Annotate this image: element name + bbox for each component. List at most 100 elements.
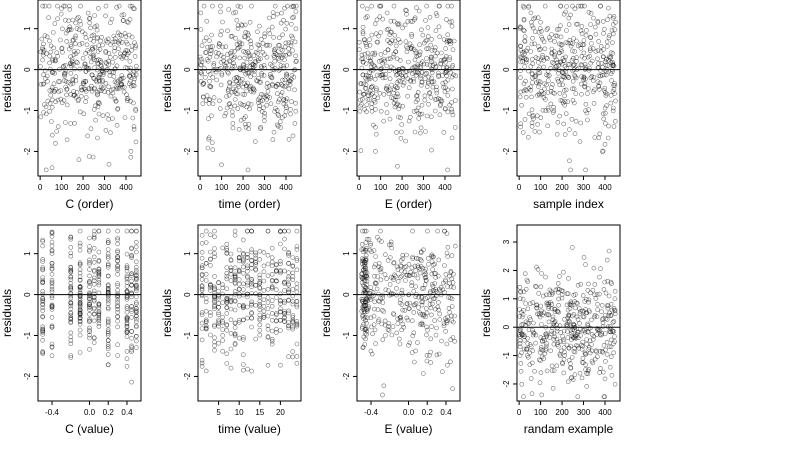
- data-point: [253, 282, 258, 288]
- data-point: [87, 249, 92, 254]
- data-point: [422, 275, 428, 281]
- data-point: [363, 248, 369, 253]
- data-point: [127, 72, 133, 78]
- data-point: [523, 78, 528, 84]
- data-point: [603, 359, 608, 364]
- x-tick-label: 100: [374, 183, 388, 192]
- data-point: [278, 317, 283, 323]
- data-point: [584, 371, 589, 376]
- data-point: [278, 270, 283, 276]
- data-point: [572, 299, 578, 304]
- data-point: [562, 99, 568, 104]
- data-point: [68, 291, 74, 297]
- data-point: [409, 280, 415, 286]
- data-point: [404, 272, 410, 278]
- data-point: [110, 116, 115, 121]
- data-point: [571, 312, 577, 317]
- data-point: [543, 274, 548, 280]
- data-point: [557, 82, 563, 88]
- data-point: [57, 37, 63, 43]
- data-point: [359, 3, 365, 9]
- data-point: [580, 355, 586, 361]
- data-point: [105, 337, 111, 343]
- data-point: [519, 314, 525, 320]
- data-point: [236, 317, 242, 323]
- data-point: [546, 319, 552, 325]
- data-point: [368, 324, 374, 330]
- data-point: [232, 273, 238, 278]
- data-point: [397, 103, 402, 108]
- data-point: [530, 300, 536, 305]
- data-point: [579, 24, 585, 29]
- data-point: [583, 351, 589, 357]
- data-point: [613, 98, 618, 104]
- data-point: [134, 324, 139, 330]
- data-point: [278, 47, 284, 52]
- data-point: [379, 58, 384, 63]
- data-point: [245, 304, 250, 310]
- data-point: [402, 22, 408, 28]
- data-point: [40, 239, 46, 244]
- y-tick-label: -1: [502, 351, 511, 359]
- data-point: [432, 47, 438, 53]
- data-point: [107, 69, 112, 75]
- data-point: [78, 109, 83, 115]
- data-point: [401, 264, 407, 270]
- data-point: [273, 295, 279, 300]
- data-point: [519, 350, 524, 356]
- data-point: [77, 332, 83, 338]
- data-point: [53, 87, 59, 92]
- data-point: [91, 278, 97, 283]
- data-point: [450, 386, 455, 392]
- data-point: [280, 83, 286, 89]
- data-point: [87, 335, 92, 341]
- data-point: [363, 240, 369, 245]
- data-point: [40, 267, 46, 273]
- data-point: [396, 21, 402, 27]
- data-point: [445, 77, 451, 83]
- data-point: [46, 3, 52, 9]
- data-point: [40, 275, 46, 280]
- data-point: [77, 42, 82, 47]
- data-point: [419, 27, 424, 33]
- data-point: [103, 128, 109, 133]
- data-point: [265, 323, 271, 329]
- data-point: [394, 85, 400, 91]
- data-point: [544, 72, 549, 78]
- data-point: [605, 278, 611, 284]
- data-point: [371, 248, 377, 253]
- data-point: [133, 43, 139, 49]
- data-point: [382, 322, 388, 328]
- data-point: [551, 61, 557, 66]
- data-point: [582, 83, 587, 89]
- data-point: [399, 122, 405, 127]
- data-point: [551, 341, 557, 347]
- data-point: [522, 55, 528, 61]
- data-point: [49, 345, 55, 350]
- data-point: [108, 93, 114, 99]
- data-point: [412, 272, 417, 278]
- data-point: [518, 75, 523, 80]
- data-point: [395, 164, 400, 169]
- data-point: [87, 154, 92, 159]
- data-point: [77, 278, 83, 283]
- data-point: [60, 26, 65, 32]
- data-point: [273, 311, 279, 316]
- data-point: [586, 367, 592, 372]
- data-point: [263, 93, 269, 99]
- data-point: [235, 26, 241, 31]
- data-point: [269, 24, 275, 30]
- data-point: [91, 306, 97, 312]
- data-point: [212, 306, 217, 312]
- data-point: [66, 18, 71, 24]
- data-point: [40, 237, 46, 243]
- data-point: [105, 316, 111, 322]
- data-point: [68, 70, 74, 76]
- data-point: [204, 93, 210, 98]
- data-point: [96, 277, 102, 283]
- data-point: [571, 36, 577, 41]
- y-axis-label: residuals: [0, 64, 14, 112]
- data-point: [203, 368, 209, 374]
- data-point: [290, 324, 296, 330]
- data-point: [220, 245, 225, 251]
